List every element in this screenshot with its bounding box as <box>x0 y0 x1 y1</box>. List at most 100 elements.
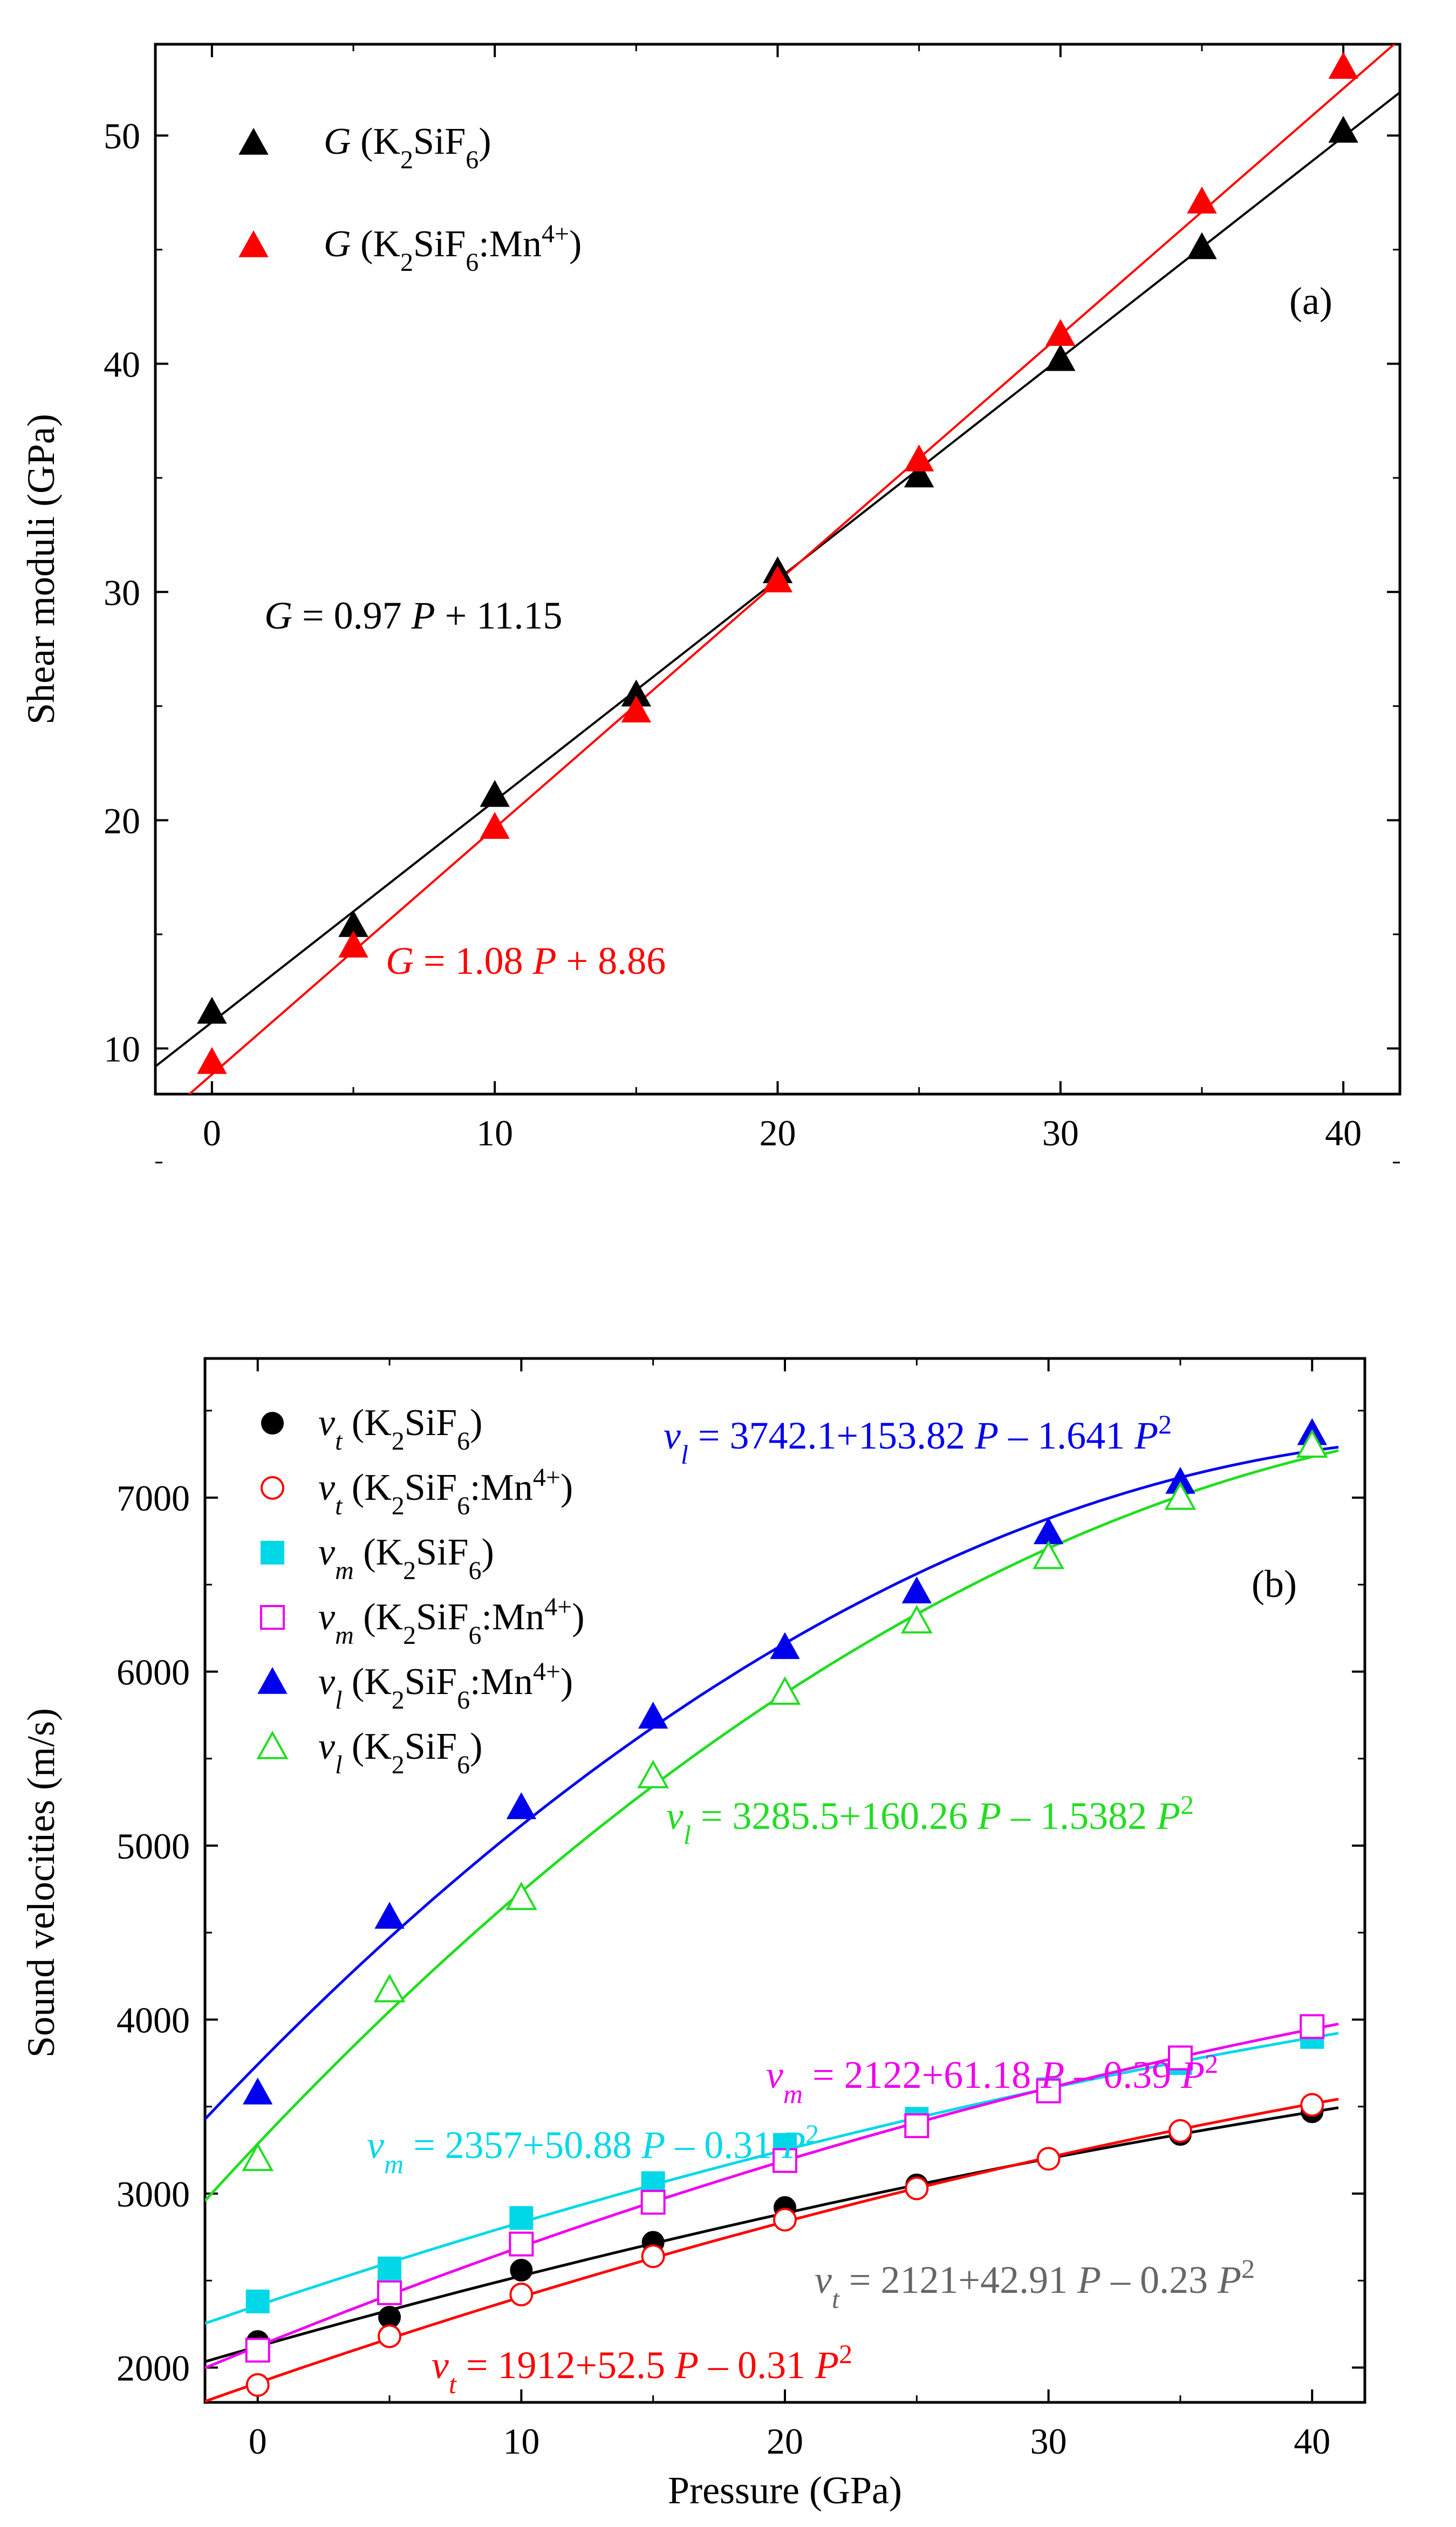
b-point-s3-2 <box>509 2231 534 2257</box>
b-point-s2-1 <box>378 2256 402 2280</box>
a-point-s1-7 <box>1187 186 1217 214</box>
panel-a-legend: G (K2SiF6) G (K2SiF6:Mn4+) <box>238 121 582 277</box>
panel-b-x-axis-title: Pressure (GPa) <box>668 2469 902 2512</box>
b-point-s4-2 <box>506 1792 537 1819</box>
b-equation-4: vt = 2121+42.91 P – 0.23 P2 <box>815 2253 1255 2314</box>
a-y-tick-label: 30 <box>104 572 140 613</box>
panel-a-shear-moduli: 0 10 20 30 40 10 20 30 40 50 Shear moduli (GPa) (… <box>19 43 1402 1164</box>
panel-b-frame <box>203 1357 1366 2404</box>
b-y-tick-label: 7000 <box>117 1478 190 1519</box>
a-x-tick-label: 40 <box>1325 1112 1362 1153</box>
a-equation-1: G = 1.08 P + 8.86 <box>386 939 666 982</box>
b-point-s3-6 <box>1036 2078 1061 2103</box>
panel-b-equations: vl = 3742.1+153.82 P – 1.641 P2 vl = 3285… <box>367 1409 1255 2399</box>
a-legend-label-1: G (K2SiF6:Mn4+) <box>324 220 582 277</box>
panel-b-tag: (b) <box>1252 1562 1297 1606</box>
b-x-tick-label: 30 <box>1030 2421 1067 2462</box>
a-point-s0-5 <box>904 460 934 488</box>
b-point-s0-2 <box>510 2258 533 2282</box>
panel-b-ticks: 0 10 20 30 40 2000 3000 4000 5000 6000 7000 <box>117 1358 1365 2462</box>
a-point-s1-1 <box>338 930 368 958</box>
b-point-s4-4 <box>770 1632 800 1659</box>
b-point-s2-2 <box>509 2206 534 2230</box>
a-legend-marker-1 <box>238 230 269 257</box>
a-y-tick-label: 20 <box>104 800 140 841</box>
b-point-s3-1 <box>377 2280 402 2305</box>
b-legend-marker-4 <box>257 1667 288 1694</box>
b-y-tick-label: 4000 <box>117 2000 190 2041</box>
b-point-s3-5 <box>904 2113 929 2139</box>
a-x-tick-label: 30 <box>1042 1112 1079 1153</box>
b-point-s2-0 <box>245 2289 270 2313</box>
panel-b-sound-velocities: 0 10 20 30 40 2000 3000 4000 5000 6000 7000 Sound … <box>19 1357 1366 2512</box>
b-point-s3-0 <box>245 2338 270 2363</box>
b-legend-label-5: vl (K2SiF6) <box>318 1726 482 1779</box>
a-point-s1-5 <box>904 444 934 472</box>
a-y-tick-label: 40 <box>104 344 140 385</box>
a-point-s1-2 <box>480 811 510 839</box>
b-legend-marker-2 <box>261 1541 284 1565</box>
b-x-tick-label: 0 <box>249 2421 267 2462</box>
b-fit-curve-4 <box>205 1445 1339 2120</box>
b-point-s1-3 <box>641 2244 665 2269</box>
b-point-s1-6 <box>1036 2147 1061 2171</box>
panel-a-equations: G = 0.97 P + 11.15 G = 1.08 P + 8.86 <box>264 594 666 982</box>
b-legend-marker-5 <box>256 1730 289 1759</box>
a-x-tick-label: 10 <box>476 1112 513 1153</box>
b-equation-5: vt = 1912+52.5 P – 0.31 P2 <box>432 2339 852 2399</box>
b-point-s4-5 <box>901 1576 932 1603</box>
b-x-tick-label: 10 <box>503 2421 539 2462</box>
b-point-s1-7 <box>1168 2119 1192 2143</box>
a-legend-label-0: G (K2SiF6) <box>324 121 491 174</box>
b-point-s5-1 <box>373 1973 406 2003</box>
a-point-s0-7 <box>1187 232 1217 259</box>
b-legend-label-1: vt (K2SiF6:Mn4+) <box>318 1463 573 1520</box>
b-point-s1-2 <box>509 2283 534 2307</box>
b-y-tick-label: 6000 <box>117 1652 190 1693</box>
b-legend-label-0: vt (K2SiF6) <box>318 1402 482 1456</box>
a-point-s1-8 <box>1328 52 1358 79</box>
b-legend-marker-1 <box>261 1476 284 1500</box>
a-point-s1-0 <box>197 1047 227 1074</box>
b-equation-3: vm = 2357+50.88 P – 0.31 P2 <box>367 2119 819 2179</box>
b-point-s5-4 <box>769 1676 801 1705</box>
b-equation-1: vl = 3285.5+160.26 P – 1.5382 P2 <box>666 1790 1194 1850</box>
b-point-s1-4 <box>773 2208 797 2232</box>
panel-b-legend: vt (K2SiF6) vt (K2SiF6:Mn4+) vm (K2SiF6) vm… <box>256 1402 585 1779</box>
b-point-s5-8 <box>1296 1429 1328 1458</box>
a-y-tick-label: 50 <box>104 115 140 156</box>
b-x-tick-label: 20 <box>767 2421 803 2462</box>
panel-a-tag: (a) <box>1289 279 1332 323</box>
a-point-s0-6 <box>1045 344 1076 371</box>
b-point-s1-5 <box>905 2176 929 2201</box>
b-legend-marker-3 <box>260 1605 285 1630</box>
b-legend-marker-0 <box>261 1412 284 1435</box>
panel-a-y-axis-title: Shear moduli (GPa) <box>19 414 63 725</box>
b-point-s5-6 <box>1033 1540 1065 1569</box>
a-equation-0: G = 0.97 P + 11.15 <box>264 594 563 637</box>
b-point-s5-2 <box>505 1881 537 1910</box>
b-point-s1-8 <box>1300 2093 1324 2117</box>
panel-a-data-points <box>197 52 1358 1074</box>
b-point-s5-7 <box>1164 1481 1197 1510</box>
a-point-s0-0 <box>197 996 227 1024</box>
b-point-s1-0 <box>245 2373 270 2397</box>
a-y-tick-label: 10 <box>104 1028 140 1069</box>
b-point-s3-3 <box>640 2190 666 2215</box>
b-point-s3-4 <box>773 2148 797 2173</box>
b-y-tick-label: 3000 <box>117 2174 190 2215</box>
b-point-s4-0 <box>243 2077 273 2105</box>
a-x-tick-label: 0 <box>203 1112 221 1153</box>
b-legend-label-3: vm (K2SiF6:Mn4+) <box>318 1593 585 1650</box>
b-x-tick-label: 40 <box>1294 2421 1330 2462</box>
a-x-tick-label: 20 <box>760 1112 796 1153</box>
b-point-s4-1 <box>374 1902 405 1929</box>
b-legend-label-4: vl (K2SiF6:Mn4+) <box>318 1657 573 1715</box>
a-point-s0-8 <box>1328 115 1358 143</box>
a-point-s1-4 <box>762 565 793 592</box>
b-equation-2: vm = 2122+61.18 P – 0.39 P2 <box>766 2048 1218 2109</box>
b-point-s4-3 <box>638 1702 668 1729</box>
b-point-s3-8 <box>1300 2014 1325 2039</box>
b-equation-0: vl = 3742.1+153.82 P – 1.641 P2 <box>664 1409 1172 1470</box>
